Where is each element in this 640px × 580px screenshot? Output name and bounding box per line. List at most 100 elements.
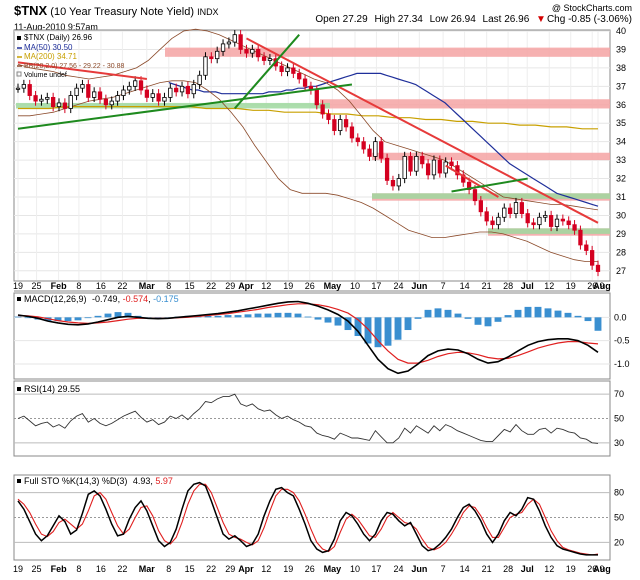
sto-legend-sep: , <box>150 476 155 486</box>
date-tick-label: Apr <box>238 281 254 291</box>
candle-body <box>174 87 179 93</box>
macd-hist-bar <box>74 317 82 321</box>
candle-body <box>531 222 536 226</box>
date-tick-label: 19 <box>13 281 23 291</box>
rsi-y-tick: 30 <box>614 438 624 448</box>
trendlines <box>17 34 599 224</box>
red-trendline <box>445 164 499 198</box>
candle-body <box>297 73 302 80</box>
macd-hist-bar <box>214 315 222 318</box>
candle-body <box>390 179 396 187</box>
candle-body <box>543 215 548 218</box>
candle-body <box>519 202 524 215</box>
symbol: $TNX <box>14 3 48 18</box>
sto-y-tick: 80 <box>614 488 624 498</box>
date-tick-label: 19 <box>566 564 576 574</box>
candle-body <box>320 104 325 115</box>
candle-body <box>256 49 261 58</box>
date-tick-label: 22 <box>117 281 127 291</box>
sto-legend-k: 4.93 <box>133 476 151 486</box>
macd-hist-bar <box>344 317 352 331</box>
date-tick-label: Jul <box>521 281 534 291</box>
macd-hist-bar <box>534 306 542 318</box>
macd-hist-bar <box>294 313 302 318</box>
macd-hist-bar <box>104 313 112 318</box>
candle-body <box>507 207 513 214</box>
rsi-legend: RSI(14) 29.55 <box>17 384 80 394</box>
date-tick-label: 7 <box>441 281 446 291</box>
candle-body <box>232 34 237 43</box>
macd-hist-bar <box>114 312 122 318</box>
date-tick-label: 9 <box>599 564 604 574</box>
candle-body <box>484 211 489 222</box>
date-tick-label: 25 <box>32 281 42 291</box>
candle-body <box>349 126 355 139</box>
date-tick-label: Feb <box>51 281 68 291</box>
candle-body <box>548 215 554 227</box>
candle-body <box>584 244 589 251</box>
candle-body <box>103 98 109 106</box>
candle-body <box>15 87 21 90</box>
candle-body <box>62 102 68 109</box>
ma50-line <box>168 72 599 207</box>
sto-panel: 80 50 20 Full STO %K(14,3) %D(3) 4.93, 5.9… <box>13 474 624 561</box>
candle-body <box>56 102 62 108</box>
macd-panel: 0.0 -0.5 -1.0 MACD(12,26,9) -0.749, -0.574… <box>13 292 630 380</box>
candle-body <box>537 216 542 226</box>
candle-body <box>560 218 565 222</box>
macd-grid <box>14 316 610 365</box>
price-y-tick: 40 <box>616 26 626 36</box>
candle-body <box>33 95 38 102</box>
macd-hist-bar <box>424 309 432 318</box>
candle-body <box>496 216 501 226</box>
candle-body <box>74 87 79 96</box>
date-tick-label: 15 <box>185 281 195 291</box>
macd-hist-bar <box>304 316 312 318</box>
candle-body <box>408 156 413 172</box>
macd-hist-bar <box>594 317 602 331</box>
date-tick-label: Aug <box>593 564 611 574</box>
macd-hist-bar <box>554 310 562 318</box>
sto-legend: Full STO %K(14,3) %D(3) 4.93, 5.97 <box>17 476 173 486</box>
price-panel: 27 28 29 30 31 32 33 34 35 36 37 38 39 40 $TNX (Daily… <box>13 26 626 282</box>
candle-body <box>21 84 26 89</box>
candle-body <box>396 178 401 187</box>
candle-body <box>425 163 431 176</box>
candle-body <box>197 74 202 85</box>
candle-body <box>162 97 167 102</box>
support-zone <box>372 193 610 199</box>
macd-hist-bar <box>254 313 262 318</box>
sto-k-line <box>17 481 598 556</box>
legend-price: $TNX (Daily) 26.96 <box>24 33 93 42</box>
date-tick-label: 12 <box>261 564 271 574</box>
macd-hist-bar <box>544 308 552 318</box>
candle-body <box>338 119 343 131</box>
ma200-line <box>18 105 598 130</box>
candle-body <box>121 89 126 96</box>
rsi-legend-swatch <box>17 387 21 391</box>
macd-hist-bar <box>524 306 532 318</box>
high-value: High 27.34 <box>374 14 423 25</box>
sto-d-line <box>17 483 599 556</box>
macd-legend-signal: -0.574 <box>123 294 149 304</box>
macd-hist-bar <box>264 313 272 318</box>
resistance-zone <box>165 47 610 57</box>
macd-hist-bar <box>494 317 502 322</box>
quote-bar: Open 27.29 High 27.34 Low 26.94 Last 26.… <box>311 14 632 25</box>
candle-body <box>367 148 372 157</box>
candle-body <box>332 119 337 131</box>
date-tick-label: 12 <box>544 564 554 574</box>
macd-hist-bar <box>384 317 392 346</box>
candle-body <box>490 220 495 226</box>
date-tick-label: 14 <box>460 281 470 291</box>
date-tick-label: 19 <box>283 564 293 574</box>
rsi-y-axis: 70 50 30 <box>614 389 624 448</box>
candle-body <box>472 189 478 202</box>
date-tick-label: 22 <box>206 281 216 291</box>
macd-hist-bar <box>564 312 572 318</box>
candle-body <box>51 97 56 108</box>
rsi-line <box>17 393 599 444</box>
macd-hist-bar <box>84 317 92 319</box>
rsi-panel: 70 50 30 RSI(14) 29.55 <box>13 380 624 457</box>
green-trendline <box>451 177 528 193</box>
